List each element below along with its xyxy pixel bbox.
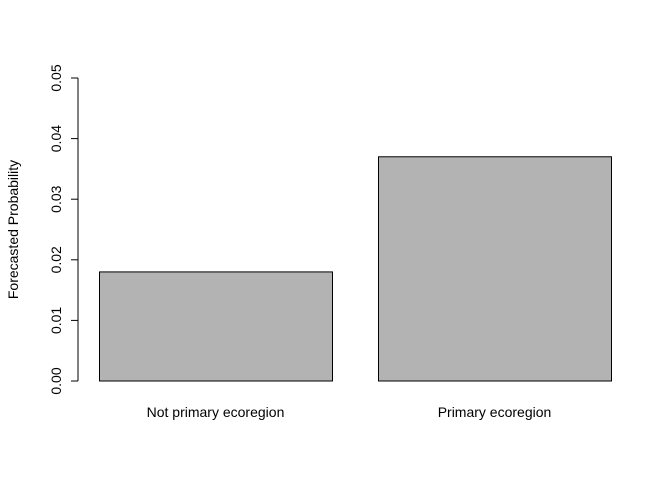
y-tick-label: 0.03 — [48, 185, 64, 212]
x-axis-labels: Not primary ecoregion Primary ecoregion — [147, 404, 552, 420]
y-tick-label: 0.01 — [48, 307, 64, 334]
bars-group — [99, 156, 612, 382]
x-category-label: Primary ecoregion — [438, 404, 552, 420]
y-tick-label: 0.02 — [48, 246, 64, 273]
x-category-label: Not primary ecoregion — [147, 404, 285, 420]
bar — [99, 271, 333, 382]
bar — [378, 156, 612, 382]
y-tick-label: 0.04 — [48, 125, 64, 152]
y-axis: 0.00 0.01 0.02 0.03 0.04 0.05 — [48, 64, 79, 395]
y-tick-label: 0.00 — [48, 367, 64, 394]
y-axis-title: Forecasted Probability — [5, 160, 21, 299]
y-tick-label: 0.05 — [48, 64, 64, 91]
